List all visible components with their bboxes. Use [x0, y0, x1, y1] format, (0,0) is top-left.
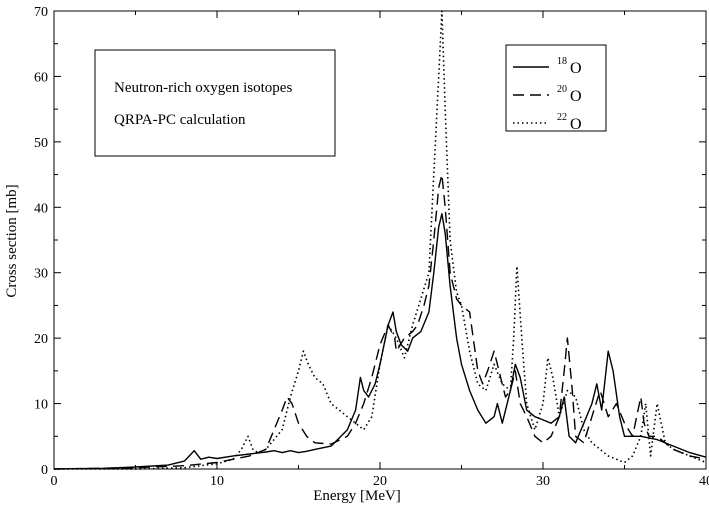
y-tick-label: 70: [34, 5, 48, 20]
y-tick-label: 30: [34, 267, 48, 282]
x-tick-label: 20: [373, 474, 387, 489]
x-tick-label: 30: [536, 474, 550, 489]
annotation-line-1: Neutron-rich oxygen isotopes: [114, 80, 292, 96]
y-tick-label: 50: [34, 136, 48, 151]
legend-element: O: [570, 88, 582, 105]
y-tick-label: 10: [34, 398, 48, 413]
plot-layer: [53, 10, 707, 470]
axes-layer: 0 10 20 30 40 0 10 20 30 40 50 60 70: [34, 5, 709, 489]
annotation-box: [94, 49, 336, 157]
y-tick-label: 0: [41, 463, 48, 478]
y-tick-label: 20: [34, 332, 48, 347]
legend: 18 O20 O22 O: [513, 56, 582, 133]
series-line-20o: [53, 173, 707, 470]
series-line-18o: [53, 213, 707, 470]
legend-mass-number: 20: [557, 84, 567, 95]
series-line-22o: [54, 10, 707, 470]
legend-element: O: [570, 60, 582, 77]
legend-box: [505, 44, 607, 132]
x-tick-label: 40: [699, 474, 709, 489]
y-tick-label: 40: [34, 201, 48, 216]
x-tick-label: 0: [51, 474, 58, 489]
annotation-line-2: QRPA-PC calculation: [114, 112, 246, 128]
y-tick-label: 60: [34, 70, 48, 85]
legend-mass-number: 18: [557, 56, 567, 67]
legend-mass-number: 22: [557, 112, 567, 123]
x-axis-title: Energy [MeV]: [313, 488, 401, 504]
legend-element: O: [570, 116, 582, 133]
y-axis-title: Cross section [mb]: [4, 184, 20, 297]
x-tick-label: 10: [210, 474, 224, 489]
